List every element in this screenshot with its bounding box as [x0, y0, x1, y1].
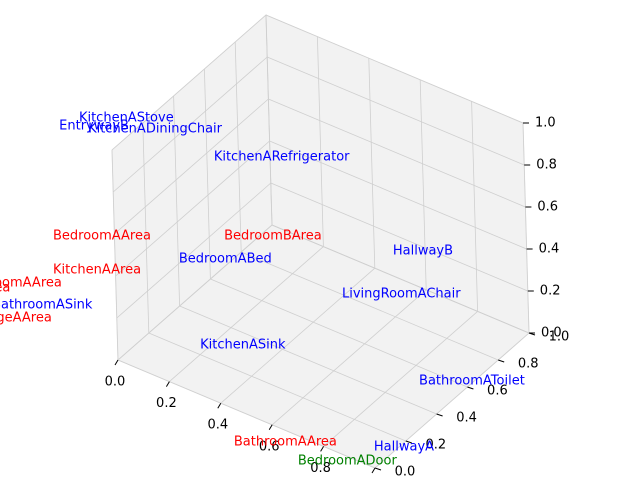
y-tick-label: 0.0 — [395, 465, 416, 480]
grid-line — [148, 332, 406, 442]
x-tick — [320, 446, 325, 452]
point-label: LivingRoomAArea — [0, 275, 62, 290]
grid-line — [114, 98, 269, 235]
grid-line — [204, 68, 211, 280]
y-tick — [374, 467, 382, 471]
point-label: KitchenASink — [200, 337, 286, 352]
grid-line — [220, 267, 376, 404]
grid-line — [271, 289, 427, 426]
grid-line — [270, 182, 528, 292]
x-tick — [217, 402, 222, 409]
z-tick-label: 1.0 — [535, 116, 556, 131]
grid-line — [374, 332, 530, 469]
grid-line — [471, 101, 478, 312]
x-tick-label: 0.2 — [156, 396, 177, 411]
grid-line — [111, 14, 267, 151]
grid-line — [317, 36, 324, 247]
x-tick — [268, 424, 273, 431]
point-label: HallwayAArea — [0, 280, 10, 295]
point-label: GarageAArea — [0, 311, 52, 326]
grid-line — [268, 98, 526, 208]
grid-line — [269, 140, 527, 250]
y-tick — [498, 359, 505, 363]
point-label: BathroomAToilet — [419, 374, 525, 389]
grid-line — [234, 41, 242, 253]
x-tick — [114, 359, 119, 366]
point-label: BathroomAArea — [234, 435, 337, 450]
grid-line — [169, 246, 324, 382]
grid — [111, 14, 530, 469]
point-label: BathroomASink — [0, 298, 93, 313]
grid-line — [271, 224, 530, 334]
x-tick-label: 0.6 — [259, 439, 280, 454]
point-label: BedroomADoor — [298, 453, 398, 468]
y-tick — [436, 413, 443, 417]
y-tick-label: 0.4 — [456, 411, 477, 426]
x-tick-label: 0.8 — [310, 461, 331, 476]
grid-line — [323, 311, 478, 447]
grid-line — [368, 58, 376, 269]
x-tick-label: 0.0 — [105, 375, 126, 390]
z-tick-label: 0.4 — [539, 242, 560, 257]
grid-line — [142, 122, 150, 334]
x-tick — [165, 381, 170, 387]
grid-line — [265, 14, 524, 124]
grid-line — [117, 359, 376, 469]
point-label: KitchenAArea — [53, 262, 141, 277]
y-tick-label: 0.6 — [487, 384, 508, 399]
point-label: HallwayA — [374, 439, 434, 454]
point-label: HallwayB — [393, 244, 453, 259]
point-label: LivingRoomAChair — [342, 286, 461, 301]
ticks: 0.00.20.40.60.81.00.00.20.40.60.81.00.00… — [105, 116, 570, 480]
y-tick-label: 0.8 — [518, 357, 539, 372]
x-tick-label: 0.4 — [207, 418, 228, 433]
y-tick-label: 1.0 — [549, 330, 570, 345]
grid-line — [116, 182, 272, 319]
grid-line — [419, 79, 427, 290]
grid-line — [267, 56, 525, 166]
point-label: BedroomABed — [179, 251, 272, 266]
y-tick — [405, 440, 412, 444]
grid-line — [117, 224, 273, 361]
z-tick-label: 0.0 — [541, 326, 562, 341]
point-label: KitchenADiningChair — [88, 121, 223, 136]
grid-line — [522, 122, 530, 334]
point-label: BedroomBArea — [224, 229, 322, 244]
panes — [111, 13, 530, 469]
point-label: KitchenARefrigerator — [214, 150, 350, 165]
grid-line — [265, 14, 273, 226]
point-label: EntrywayB — [59, 118, 129, 133]
point-labels: KitchenAStoveEntrywayBKitchenADiningChai… — [0, 110, 525, 468]
grid-line — [111, 149, 119, 361]
z-tick-label: 0.6 — [537, 200, 558, 215]
point-label: BedroomAArea — [53, 229, 151, 244]
grid-line — [115, 140, 270, 277]
grid-line — [210, 278, 468, 388]
grid-line — [241, 251, 499, 361]
grid-line — [179, 305, 437, 415]
x-tick — [371, 467, 376, 474]
y-tick — [467, 386, 474, 390]
y-tick-label: 0.2 — [425, 438, 446, 453]
grid-line — [173, 95, 180, 307]
z-tick-label: 0.8 — [536, 158, 557, 173]
grid-line — [112, 56, 268, 193]
z-tick-label: 0.2 — [540, 284, 561, 299]
point-label: KitchenAStove — [79, 110, 174, 125]
